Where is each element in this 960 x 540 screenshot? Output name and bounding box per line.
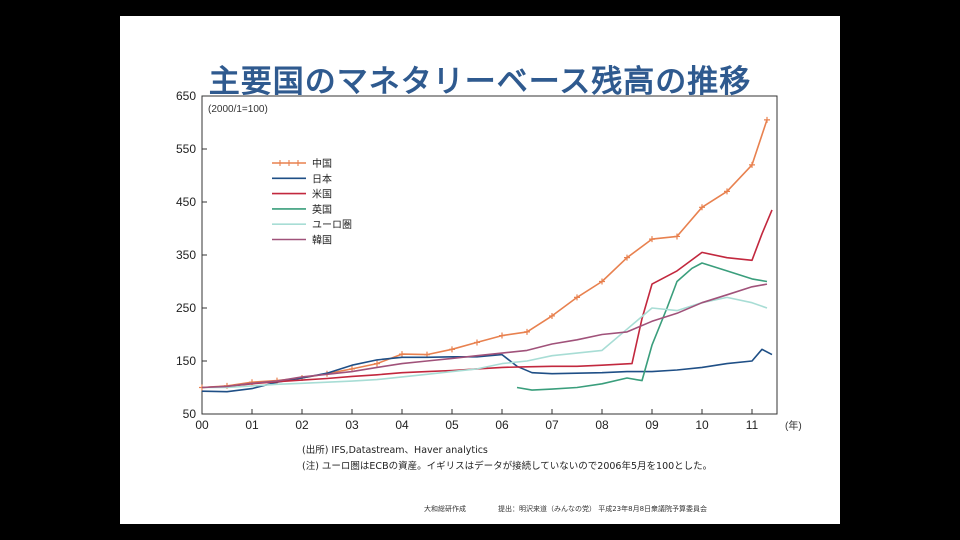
series-line-日本	[201, 348, 773, 393]
series-point-中国	[499, 332, 505, 339]
x-tick-label: 01	[245, 418, 259, 432]
series-point-中国	[699, 204, 705, 211]
series-line-英国	[516, 262, 768, 391]
x-tick-label: 04	[395, 418, 409, 432]
series-point-中国	[749, 161, 755, 168]
legend-label: 英国	[312, 203, 332, 216]
credit-left: 大和総研作成	[424, 505, 466, 513]
x-tick-label: 09	[645, 418, 659, 432]
series-point-中国	[574, 294, 580, 301]
x-tick-label: 02	[295, 418, 309, 432]
line-chart: 50 150 250 350 450 550 650 00 01 02 03 04 05 06 07 08 09…	[176, 89, 802, 432]
chart-title: 主要国のマネタリーベース残高の推移	[208, 64, 752, 100]
source-note: (出所) IFS,Datastream、Haver analytics	[302, 445, 488, 456]
x-unit-label: (年)	[785, 419, 802, 432]
y-tick-label: 150	[176, 354, 196, 368]
legend-marker	[286, 160, 292, 166]
x-tick-label: 11	[746, 418, 759, 432]
series-line-米国	[201, 209, 773, 389]
series-point-中国	[374, 360, 380, 367]
y-tick-label: 650	[176, 89, 196, 103]
x-tick-label: 05	[445, 418, 459, 432]
series-line-韓国	[201, 283, 768, 389]
x-tick-label: 10	[695, 418, 709, 432]
series-point-中国	[549, 312, 555, 319]
legend-marker	[295, 160, 301, 166]
x-tick-label: 08	[595, 418, 609, 432]
series-point-中国	[449, 346, 455, 353]
y-tick-label: 550	[176, 142, 196, 156]
slide: 主要国のマネタリーベース残高の推移 50 150 250 350 450 550 650 00…	[120, 16, 840, 524]
series-point-中国	[474, 339, 480, 346]
y-tick-label: 50	[183, 407, 197, 421]
legend-label: 韓国	[312, 235, 332, 247]
x-tick-label: 03	[345, 418, 359, 432]
credit-right: 提出：明沢来道（みんなの党） 平成23年8月8日衆議院予算委員会	[498, 505, 708, 513]
legend-label: ユーロ圏	[312, 219, 352, 231]
legend-label: 米国	[312, 188, 332, 201]
legend-label: 日本	[312, 172, 332, 185]
y-tick-label: 350	[176, 248, 196, 262]
legend-label: 中国	[312, 157, 332, 170]
y-tick-label: 250	[176, 301, 196, 315]
unit-label: (2000/1=100)	[208, 104, 268, 115]
series-point-中国	[399, 351, 405, 358]
legend-marker	[277, 160, 283, 166]
x-tick-label: 06	[495, 418, 509, 432]
series-point-中国	[674, 233, 680, 240]
series-point-中国	[599, 278, 605, 285]
series-point-中国	[624, 254, 630, 261]
series-point-中国	[724, 188, 730, 195]
footnote: (注) ユーロ圏はECBの資産。イギリスはデータが接続していないので2006年5…	[302, 461, 713, 472]
x-tick-label: 07	[545, 418, 559, 432]
series-point-中国	[524, 328, 530, 335]
series-point-中国	[649, 236, 655, 243]
series-point-中国	[764, 116, 770, 123]
x-tick-label: 00	[195, 418, 209, 432]
series-line-中国	[201, 119, 768, 389]
series-line-ユーロ圏	[202, 296, 768, 389]
y-tick-label: 450	[176, 195, 196, 209]
